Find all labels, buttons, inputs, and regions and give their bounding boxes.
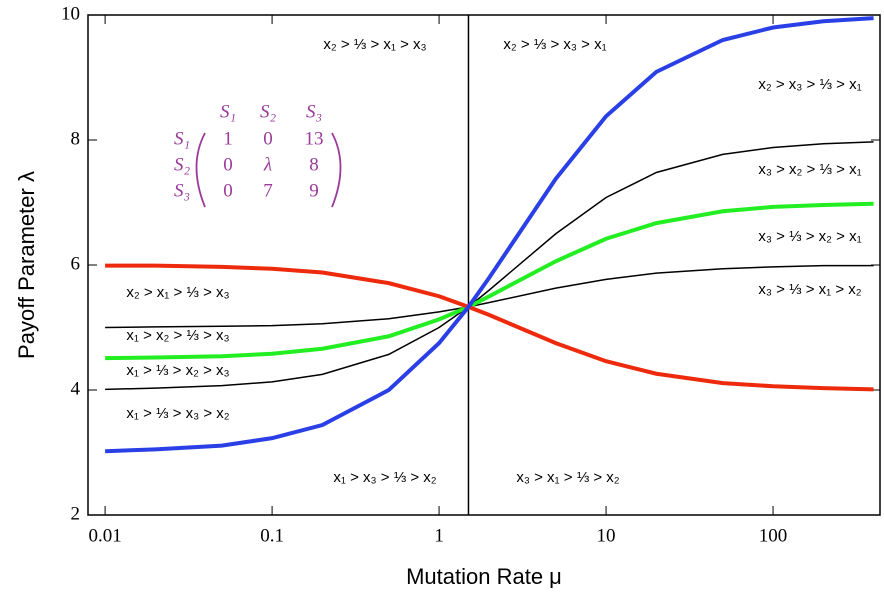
matrix-entry: 1	[223, 128, 233, 149]
matrix-entry: 7	[263, 180, 273, 201]
matrix-entry: 0	[223, 154, 233, 175]
matrix-entry: λ	[263, 154, 272, 175]
matrix-paren	[195, 132, 206, 208]
matrix-entry: 8	[309, 154, 319, 175]
x-tick-label: 1	[434, 525, 444, 546]
y-axis-label: Payoff Parameter λ	[14, 171, 39, 359]
y-tick-label: 10	[61, 3, 80, 24]
line	[105, 201, 874, 361]
matrix-entry: 13	[305, 128, 324, 149]
y-tick-label: 8	[71, 128, 81, 149]
region-label: x₁ > ⅓ > x₃ > x₂	[126, 405, 229, 422]
y-tick-label: 2	[71, 503, 81, 524]
region-label: x₁ > x₂ > ⅓ > x₃	[126, 327, 229, 344]
region-label: x₃ > ⅓ > x₁ > x₂	[758, 281, 861, 298]
x-axis-label: Mutation Rate μ	[406, 564, 562, 589]
matrix-col-label: S₂	[260, 101, 277, 122]
region-label: x₃ > ⅓ > x₂ > x₁	[758, 228, 861, 245]
matrix-row-label: S₁	[174, 128, 190, 149]
region-label: x₂ > ⅓ > x₃ > x₁	[503, 36, 606, 53]
line	[105, 264, 874, 329]
y-tick-label: 4	[71, 378, 81, 399]
matrix-col-label: S₃	[306, 101, 322, 122]
region-label: x₂ > ⅓ > x₁ > x₃	[323, 36, 426, 53]
matrix-col-label: S₁	[220, 101, 236, 122]
line	[105, 141, 874, 391]
x-tick-label: 0.01	[88, 525, 121, 546]
matrix-entry: 0	[223, 180, 233, 201]
matrix-entry: 0	[263, 128, 273, 149]
region-label: x₃ > x₁ > ⅓ > x₂	[516, 469, 619, 486]
x-tick-label: 0.1	[260, 525, 284, 546]
matrix-row-label: S₃	[174, 180, 190, 201]
x-tick-label: 10	[597, 525, 616, 546]
line	[105, 16, 874, 454]
matrix-paren	[331, 132, 342, 208]
x-tick-label: 100	[759, 525, 788, 546]
y-tick-label: 6	[71, 253, 81, 274]
matrix-entry: 9	[309, 180, 319, 201]
region-label: x₂ > x₁ > ⅓ > x₃	[126, 284, 229, 301]
region-label: x₃ > x₂ > ⅓ > x₁	[758, 161, 861, 178]
matrix-row-label: S₂	[174, 154, 191, 175]
line	[105, 263, 874, 392]
region-label: x₁ > ⅓ > x₂ > x₃	[126, 362, 229, 379]
region-label: x₂ > x₃ > ⅓ > x₁	[758, 76, 861, 93]
region-label: x₁ > x₃ > ⅓ > x₂	[333, 469, 436, 486]
